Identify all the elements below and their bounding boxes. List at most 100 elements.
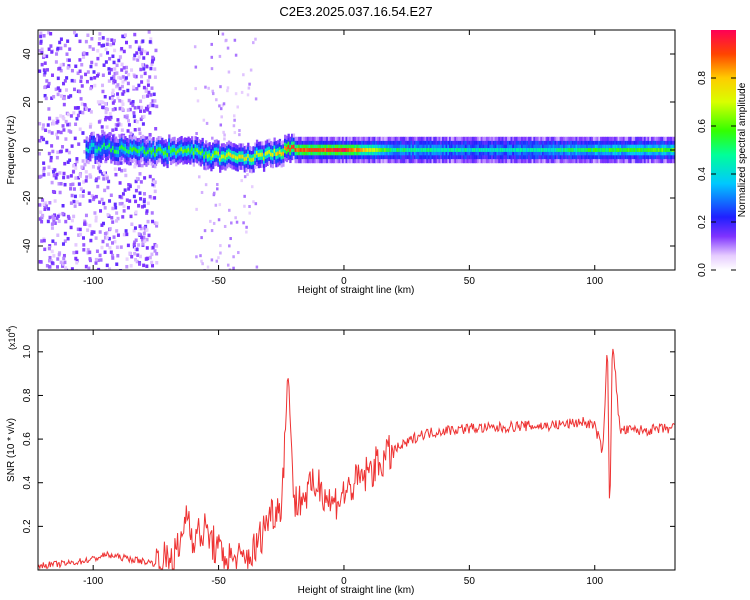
spectrogram-ridge-cell	[94, 148, 97, 153]
spectrogram-noise-cell	[57, 182, 61, 186]
spectrogram-noise-cell	[234, 92, 238, 96]
spectrogram-noise-cell	[219, 244, 222, 248]
spectrogram-noise-cell	[128, 251, 132, 256]
spectrogram-noise-cell	[97, 42, 101, 46]
spectrogram-ridge-cell	[607, 148, 610, 152]
spectrogram-noise-cell	[127, 123, 131, 127]
spectrogram-ridge-cell	[370, 148, 373, 152]
spectrogram-noise-cell	[240, 90, 244, 94]
spectrogram-ridge-cell	[442, 148, 445, 152]
spectrogram-noise-cell	[89, 64, 93, 69]
spectrogram-noise-cell	[219, 123, 223, 127]
spectrogram-ridge-cell	[192, 151, 196, 156]
spectrogram-ridge-cell	[347, 148, 350, 152]
spectrogram-noise-cell	[48, 244, 52, 248]
spectrogram-noise-cell	[122, 232, 126, 237]
spectrogram-noise-cell	[212, 221, 216, 225]
spectrogram-noise-cell	[108, 245, 112, 250]
spectrogram-noise-cell	[92, 70, 96, 74]
spectrogram-noise-cell	[42, 34, 46, 38]
y-tick-label: 1.0	[22, 344, 33, 358]
spectrogram-noise-cell	[88, 223, 92, 228]
spectrogram-noise-cell	[124, 229, 128, 233]
spectrogram-noise-cell	[144, 89, 148, 93]
spectrogram-noise-cell	[214, 203, 218, 207]
spectrogram-noise-cell	[56, 46, 60, 51]
spectrogram-ridge-cell	[241, 154, 245, 159]
spectrogram-noise-cell	[148, 194, 152, 199]
spectrogram-ridge-cell	[447, 148, 450, 152]
spectrogram-noise-cell	[56, 150, 60, 155]
spectrogram-noise-cell	[195, 255, 198, 259]
spectrogram-ridge-cell	[406, 148, 410, 152]
spectrogram-noise-cell	[120, 128, 124, 132]
spectrogram-ridge-cell	[498, 148, 501, 152]
spectrogram-noise-cell	[89, 122, 93, 127]
spectrogram-noise-cell	[54, 60, 58, 64]
spectrogram-noise-cell	[94, 236, 98, 240]
spectrogram-ridge-cell	[385, 148, 389, 152]
spectrogram-ridge-cell	[549, 148, 552, 152]
spectrogram-noise-cell	[66, 122, 70, 127]
spectrogram-noise-cell	[228, 208, 231, 212]
spectrogram-noise-cell	[94, 194, 98, 199]
spectrogram-ridge-cell	[461, 148, 464, 152]
x-tick-label: -50	[211, 576, 226, 587]
spectrogram-noise-cell	[93, 83, 97, 88]
spectrogram-noise-cell	[130, 68, 134, 72]
spectrogram-ridge-cell	[491, 148, 494, 152]
spectrogram-noise-cell	[242, 221, 245, 225]
spectrogram-ridge-cell	[85, 147, 88, 152]
spectrogram-noise-cell	[39, 34, 43, 39]
spectrogram-noise-cell	[121, 192, 125, 196]
spectrogram-noise-cell	[85, 175, 89, 179]
spectrogram-noise-cell	[134, 238, 138, 242]
spectrogram-noise-cell	[80, 165, 84, 169]
spectrogram-noise-cell	[153, 99, 157, 103]
spectrogram-noise-cell	[125, 198, 129, 202]
spectrogram-ridge-cell	[596, 148, 599, 152]
spectrogram-noise-cell	[47, 81, 51, 86]
spectrogram-ridge-cell	[492, 148, 496, 152]
spectrogram-noise-cell	[104, 173, 108, 178]
spectrogram-noise-cell	[103, 236, 107, 240]
spectrogram-noise-cell	[107, 116, 111, 120]
spectrogram-ridge-cell	[175, 151, 178, 156]
spectrogram-noise-cell	[115, 211, 119, 215]
spectrogram-noise-cell	[57, 219, 61, 224]
spectrogram-ridge-cell	[169, 149, 173, 154]
snr-frame	[37, 329, 676, 571]
spectrogram-ridge-cell	[322, 148, 325, 152]
spectrogram-noise-cell	[40, 50, 44, 55]
spectrogram-noise-cell	[114, 123, 118, 127]
spectrogram-noise-cell	[140, 51, 144, 56]
spectrogram-noise-cell	[56, 86, 60, 90]
spectrogram-ridge-cell	[405, 148, 408, 152]
spectrogram-ridge-cell	[420, 148, 424, 152]
spectrogram-noise-cell	[249, 68, 253, 72]
spectrogram-noise-cell	[82, 55, 86, 59]
spectrogram-noise-cell	[101, 73, 105, 77]
spectrogram-noise-cell	[79, 79, 83, 83]
spectrogram-noise-cell	[58, 149, 62, 154]
spectrogram-noise-cell	[139, 67, 143, 72]
spectrogram-noise-cell	[83, 150, 87, 154]
spectrogram-ridge-cell	[215, 150, 218, 155]
spectrogram-noise-cell	[194, 87, 197, 91]
spectrogram-noise-cell	[199, 254, 202, 258]
spectrogram-ridge-cell	[212, 153, 215, 158]
spectrogram-noise-cell	[55, 265, 59, 269]
spectrogram-noise-cell	[135, 247, 139, 252]
spectrogram-noise-cell	[107, 67, 111, 71]
spectrogram-ridge-cell	[449, 148, 452, 152]
spectrogram-noise-cell	[75, 116, 79, 121]
spectrogram-noise-cell	[217, 256, 220, 260]
spectrogram-x-axis-label: Height of straight line (km)	[298, 285, 415, 296]
spectrogram-noise-cell	[66, 175, 70, 179]
spectrogram-ridge-cell	[131, 147, 134, 152]
spectrogram-ridge-cell	[189, 149, 192, 154]
spectrogram-ridge-cell	[568, 148, 571, 152]
spectrogram-noise-cell	[139, 197, 143, 201]
spectrogram-noise-cell	[63, 43, 67, 48]
spectrogram-noise-cell	[73, 136, 77, 141]
